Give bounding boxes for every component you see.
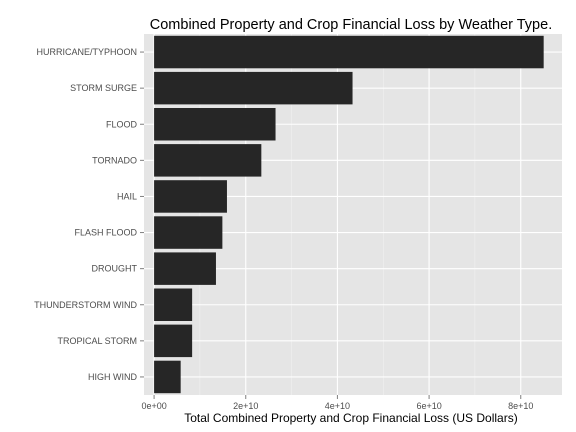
y-tick-label: FLOOD (106, 119, 138, 129)
x-tick-label: 8e+10 (508, 401, 533, 411)
y-tick-label: HAIL (117, 191, 137, 201)
bar (154, 180, 227, 213)
bar (154, 71, 353, 105)
y-tick-label: TROPICAL STORM (57, 336, 137, 346)
x-tick-label: 4e+10 (325, 401, 350, 411)
x-tick-label: 6e+10 (416, 401, 441, 411)
bar (154, 216, 223, 249)
y-axis: HURRICANE/TYPHOON STORM SURGE FLOOD TORNADO… (34, 47, 144, 382)
bar (154, 324, 193, 358)
x-tick-label: 0e+00 (141, 401, 166, 411)
bar (154, 144, 262, 177)
y-tick-label: DROUGHT (92, 264, 138, 274)
y-tick-label: HIGH WIND (88, 372, 137, 382)
x-axis: 0e+00 2e+10 4e+10 6e+10 8e+10 (141, 395, 533, 411)
chart-title: Combined Property and Crop Financial Los… (150, 17, 552, 33)
bar (154, 360, 181, 394)
bar (154, 108, 276, 141)
y-tick-label: THUNDERSTORM WIND (34, 300, 137, 310)
bar (154, 288, 193, 321)
bar (154, 252, 216, 285)
y-tick-label: HURRICANE/TYPHOON (36, 47, 137, 57)
y-tick-label: TORNADO (92, 155, 137, 165)
y-tick-label: STORM SURGE (70, 83, 137, 93)
y-tick-label: FLASH FLOOD (74, 228, 137, 238)
x-axis-title: Total Combined Property and Crop Financi… (184, 411, 517, 425)
bars (154, 35, 544, 394)
x-tick-label: 2e+10 (233, 401, 258, 411)
bar (154, 35, 544, 69)
